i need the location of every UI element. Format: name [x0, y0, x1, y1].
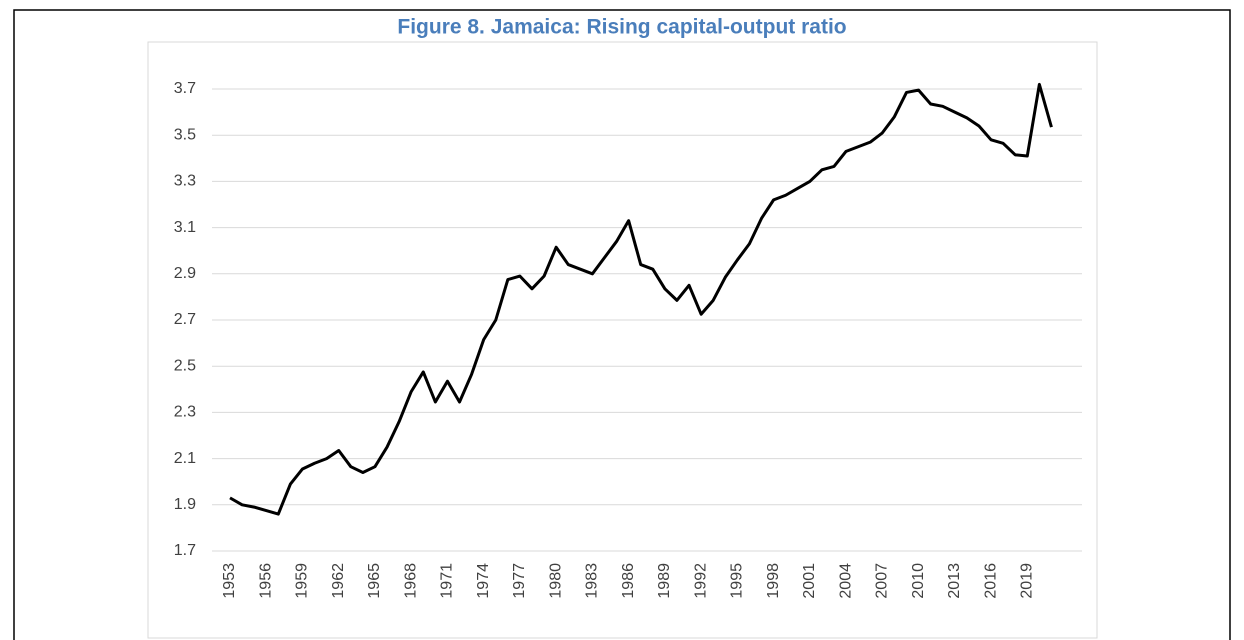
- x-tick-label: 1992: [692, 563, 709, 599]
- x-tick-label: 1989: [656, 563, 673, 599]
- x-tick-label: 2004: [837, 563, 854, 599]
- x-tick-label: 2007: [874, 563, 891, 599]
- x-tick-label: 2019: [1018, 563, 1035, 599]
- y-tick-label: 2.5: [174, 357, 196, 374]
- y-tick-label: 1.9: [174, 496, 196, 513]
- x-tick-label: 1971: [439, 563, 456, 599]
- y-tick-label: 2.9: [174, 265, 196, 282]
- chart-border: [147, 41, 1098, 639]
- x-tick-label: 2013: [946, 563, 963, 599]
- x-tick-label: 2001: [801, 563, 818, 599]
- y-tick-label: 3.5: [174, 126, 196, 143]
- x-tick-label: 1953: [221, 563, 238, 599]
- x-tick-label: 1980: [547, 563, 564, 599]
- x-tick-label: 1977: [511, 563, 528, 599]
- x-tick-label: 1998: [765, 563, 782, 599]
- x-tick-label: 1965: [366, 563, 383, 599]
- x-tick-label: 2010: [910, 563, 927, 599]
- x-tick-label: 1986: [620, 563, 637, 599]
- data-line: [229, 82, 1053, 516]
- x-tick-label: 1974: [475, 563, 492, 599]
- x-tick-label: 1956: [257, 563, 274, 599]
- y-tick-label: 3.7: [174, 80, 196, 97]
- x-tick-label: 1968: [402, 563, 419, 599]
- y-tick-label: 2.7: [174, 311, 196, 328]
- x-tick-label: 1962: [330, 563, 347, 599]
- chart-title: Figure 8. Jamaica: Rising capital-output…: [397, 16, 846, 39]
- y-tick-label: 2.1: [174, 450, 196, 467]
- frame: [13, 9, 1231, 640]
- y-tick-label: 3.1: [174, 219, 196, 236]
- y-tick-label: 1.7: [174, 542, 196, 559]
- x-tick-label: 1983: [584, 563, 601, 599]
- x-tick-label: 2016: [982, 563, 999, 599]
- x-tick-label: 1995: [729, 563, 746, 599]
- x-tick-label: 1959: [294, 563, 311, 599]
- y-tick-label: 3.3: [174, 173, 196, 190]
- y-tick-label: 2.3: [174, 404, 196, 421]
